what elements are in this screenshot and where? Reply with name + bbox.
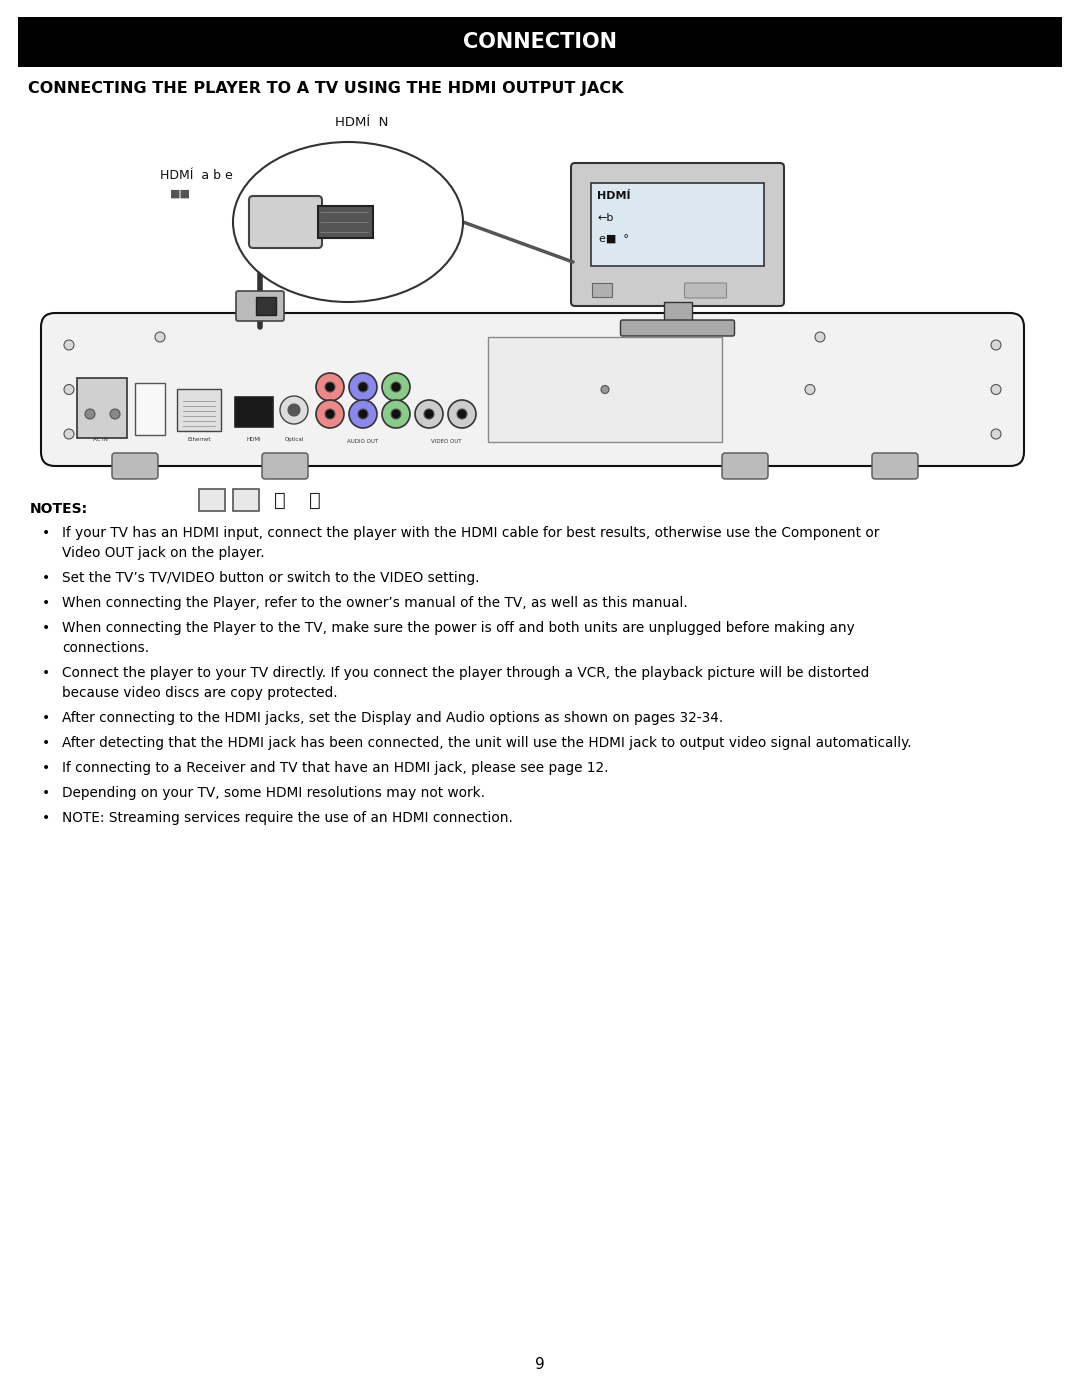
Circle shape (448, 400, 476, 427)
Circle shape (457, 409, 467, 419)
FancyBboxPatch shape (663, 302, 691, 324)
FancyBboxPatch shape (135, 383, 165, 434)
Circle shape (600, 386, 609, 394)
Text: •: • (42, 736, 50, 750)
FancyBboxPatch shape (18, 17, 1062, 67)
FancyBboxPatch shape (177, 388, 221, 432)
FancyBboxPatch shape (235, 397, 273, 427)
Text: CONNECTING THE PLAYER TO A TV USING THE HDMI OUTPUT JACK: CONNECTING THE PLAYER TO A TV USING THE … (28, 81, 623, 96)
FancyBboxPatch shape (256, 298, 276, 314)
Text: After detecting that the HDMI jack has been connected, the unit will use the HDM: After detecting that the HDMI jack has b… (62, 736, 912, 750)
Text: •: • (42, 597, 50, 610)
Text: When connecting the Player to the TV, make sure the power is off and both units : When connecting the Player to the TV, ma… (62, 622, 854, 636)
Circle shape (357, 381, 368, 393)
Circle shape (349, 373, 377, 401)
FancyBboxPatch shape (112, 453, 158, 479)
Circle shape (382, 373, 410, 401)
Text: Set the TV’s TV/VIDEO button or switch to the VIDEO setting.: Set the TV’s TV/VIDEO button or switch t… (62, 571, 480, 585)
Text: connections.: connections. (62, 641, 149, 655)
Text: After connecting to the HDMI jacks, set the Display and Audio options as shown o: After connecting to the HDMI jacks, set … (62, 711, 724, 725)
FancyBboxPatch shape (249, 196, 322, 249)
Text: ←b: ←b (597, 212, 613, 224)
Text: HDMÍ: HDMÍ (597, 191, 631, 201)
FancyBboxPatch shape (488, 337, 723, 441)
Text: HDMÍ  a b e: HDMÍ a b e (160, 169, 233, 182)
Circle shape (415, 400, 443, 427)
FancyBboxPatch shape (318, 205, 373, 237)
Text: NOTE: Streaming services require the use of an HDMI connection.: NOTE: Streaming services require the use… (62, 812, 513, 826)
Text: ■■: ■■ (170, 189, 191, 198)
Circle shape (391, 381, 401, 393)
Text: e■  °: e■ ° (599, 235, 629, 244)
FancyBboxPatch shape (77, 379, 127, 439)
Text: •: • (42, 812, 50, 826)
Text: HDMÍ  N: HDMÍ N (335, 116, 389, 129)
Text: Optical: Optical (284, 437, 303, 441)
Text: NOTES:: NOTES: (30, 502, 89, 515)
Circle shape (815, 332, 825, 342)
FancyBboxPatch shape (621, 320, 734, 337)
Circle shape (424, 409, 434, 419)
Circle shape (991, 339, 1001, 351)
FancyBboxPatch shape (685, 284, 727, 298)
Text: If connecting to a Receiver and TV that have an HDMI jack, please see page 12.: If connecting to a Receiver and TV that … (62, 761, 608, 775)
Text: •: • (42, 527, 50, 541)
FancyBboxPatch shape (592, 284, 612, 298)
Ellipse shape (233, 142, 463, 302)
Circle shape (64, 384, 75, 394)
Circle shape (316, 400, 345, 427)
FancyBboxPatch shape (233, 489, 259, 511)
Text: •: • (42, 622, 50, 636)
FancyBboxPatch shape (571, 163, 784, 306)
Circle shape (64, 429, 75, 439)
Text: CONNECTION: CONNECTION (463, 32, 617, 52)
Text: •: • (42, 711, 50, 725)
Circle shape (325, 409, 335, 419)
Text: Ethernet: Ethernet (187, 437, 211, 441)
FancyBboxPatch shape (237, 291, 284, 321)
Text: 9: 9 (535, 1356, 545, 1372)
Circle shape (357, 409, 368, 419)
Text: AUDIO OUT: AUDIO OUT (348, 439, 379, 444)
Circle shape (349, 400, 377, 427)
Text: ⏮: ⏮ (274, 490, 286, 510)
Text: Video OUT jack on the player.: Video OUT jack on the player. (62, 546, 265, 560)
Text: •: • (42, 571, 50, 585)
FancyBboxPatch shape (262, 453, 308, 479)
Text: •: • (42, 666, 50, 680)
FancyBboxPatch shape (723, 453, 768, 479)
Text: When connecting the Player, refer to the owner’s manual of the TV, as well as th: When connecting the Player, refer to the… (62, 597, 688, 610)
Text: because video discs are copy protected.: because video discs are copy protected. (62, 686, 338, 700)
FancyBboxPatch shape (591, 183, 764, 265)
Circle shape (805, 384, 815, 394)
Circle shape (991, 384, 1001, 394)
Circle shape (391, 409, 401, 419)
Circle shape (64, 339, 75, 351)
Circle shape (280, 395, 308, 425)
Text: Connect the player to your TV directly. If you connect the player through a VCR,: Connect the player to your TV directly. … (62, 666, 869, 680)
Text: VIDEO OUT: VIDEO OUT (431, 439, 461, 444)
Text: If your TV has an HDMI input, connect the player with the HDMI cable for best re: If your TV has an HDMI input, connect th… (62, 527, 879, 541)
Circle shape (382, 400, 410, 427)
FancyBboxPatch shape (199, 489, 225, 511)
Text: •: • (42, 787, 50, 800)
Circle shape (325, 381, 335, 393)
FancyBboxPatch shape (872, 453, 918, 479)
Circle shape (316, 373, 345, 401)
Text: Depending on your TV, some HDMI resolutions may not work.: Depending on your TV, some HDMI resoluti… (62, 787, 485, 800)
Text: ⏭: ⏭ (309, 490, 321, 510)
FancyBboxPatch shape (41, 313, 1024, 467)
Circle shape (156, 332, 165, 342)
Circle shape (110, 409, 120, 419)
Circle shape (991, 429, 1001, 439)
Circle shape (85, 409, 95, 419)
Circle shape (288, 404, 300, 416)
Text: •: • (42, 761, 50, 775)
Text: HDMI: HDMI (246, 437, 261, 441)
Text: AC IN: AC IN (93, 437, 107, 441)
